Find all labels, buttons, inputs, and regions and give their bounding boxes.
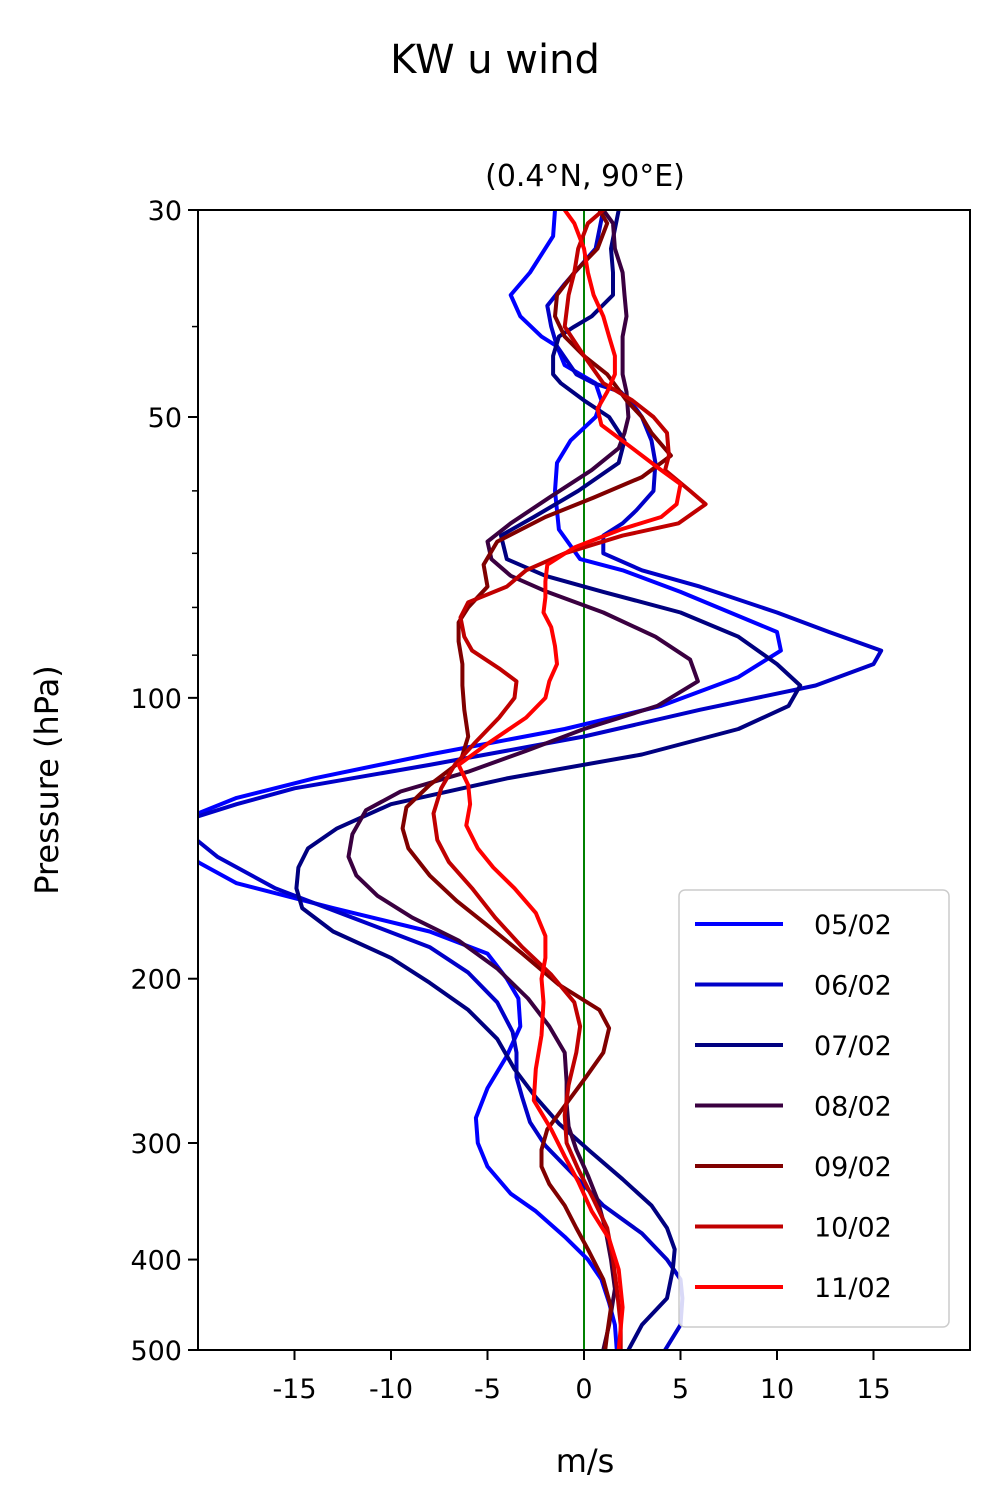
x-tick-label-5: 5 [672,1374,689,1405]
chart-subtitle: (0.4°N, 90°E) [485,159,685,194]
x-tick-label-7: 15 [856,1374,890,1405]
legend-label-1: 05/02 [814,910,892,941]
y-tick-label-2: 50 [148,403,182,434]
x-tick-label-2: -10 [369,1374,413,1405]
series-line-6 [434,210,706,1350]
x-tick-label-6: 10 [760,1374,794,1405]
legend: 05/02 06/02 07/02 08/02 09/02 10/02 11/02 [679,890,949,1327]
legend-label-4: 08/02 [814,1092,892,1123]
y-tick-label-7: 500 [130,1336,182,1367]
y-tick-label-3: 100 [130,684,182,715]
x-axis-label: m/s [556,1442,615,1480]
x-tick-label-1: -15 [272,1374,316,1405]
legend-label-5: 09/02 [814,1152,892,1183]
legend-label-2: 06/02 [814,971,892,1002]
series-line-4 [349,210,698,1350]
legend-label-7: 11/02 [814,1273,892,1304]
y-tick-label-5: 300 [130,1129,182,1160]
legend-label-6: 10/02 [814,1213,892,1244]
x-tick-label-3: -5 [474,1374,501,1405]
legend-label-3: 07/02 [814,1031,892,1062]
y-tick-label-6: 400 [130,1246,182,1277]
y-tick-label-1: 30 [148,196,182,227]
x-tick-label-4: 0 [575,1374,592,1405]
y-tick-label-4: 200 [130,965,182,996]
y-axis-label: Pressure (hPa) [28,665,66,895]
chart-title: KW u wind [390,37,600,83]
